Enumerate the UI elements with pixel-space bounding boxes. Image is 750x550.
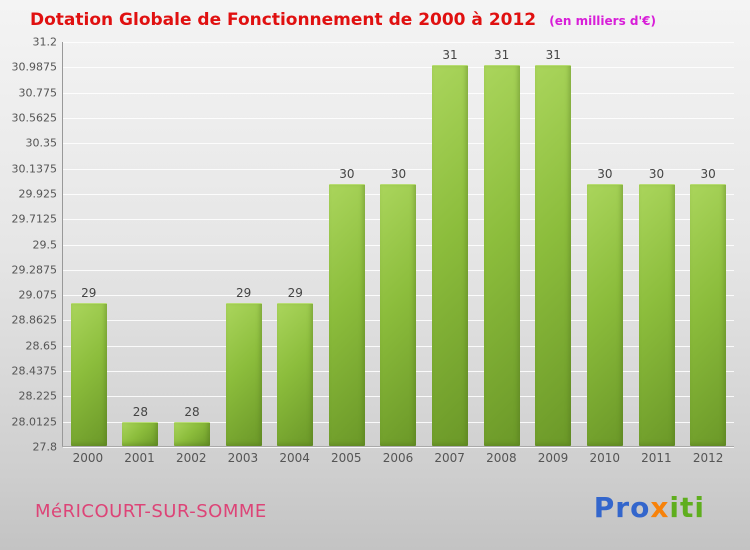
y-axis-tick-label: 29.7125 bbox=[11, 212, 58, 226]
y-axis-tick-label: 29.5 bbox=[32, 238, 58, 251]
x-axis-category-label: 2012 bbox=[692, 451, 724, 465]
footer: MéRICOURT-SUR-SOMME Proxiti bbox=[0, 491, 750, 524]
x-axis-category-label: 2006 bbox=[382, 451, 414, 465]
bar-value-label: 31 bbox=[494, 47, 510, 62]
y-axis-tick-label: 30.775 bbox=[18, 86, 58, 100]
x-axis-category-label: 2002 bbox=[175, 451, 207, 465]
y-axis-tick-label: 30.35 bbox=[25, 136, 58, 150]
bar-value-label: 31 bbox=[442, 47, 458, 62]
gridline bbox=[63, 42, 734, 43]
bar-value-label: 31 bbox=[545, 47, 561, 62]
x-axis-category-label: 2008 bbox=[486, 451, 517, 465]
y-axis-tick-label: 28.225 bbox=[18, 389, 58, 403]
bar bbox=[432, 64, 469, 446]
bar-value-label: 30 bbox=[648, 166, 665, 181]
bars-container: 29 28 28 29 29 30 30 31 31 31 30 30 30 bbox=[63, 42, 734, 446]
y-axis-tick-label: 29.925 bbox=[18, 187, 58, 201]
gridline bbox=[63, 67, 734, 69]
bar-slot: 29 bbox=[269, 42, 321, 446]
bar-value-label: 29 bbox=[81, 286, 97, 301]
bar-slot: 30 bbox=[682, 42, 734, 446]
bar-value-label: 30 bbox=[390, 166, 407, 181]
bar-value-label: 28 bbox=[184, 405, 200, 420]
y-axis-tick-label: 31.2 bbox=[32, 35, 58, 49]
y-axis-tick-label: 30.1375 bbox=[11, 162, 58, 176]
bar bbox=[586, 183, 623, 446]
y-axis-tick-label: 30.9875 bbox=[11, 60, 58, 74]
x-axis-category-label: 2010 bbox=[589, 451, 620, 465]
y-axis-tick-label: 29.2875 bbox=[11, 263, 58, 277]
bar-chart: 31.2 30.9875 30.775 30.5625 30.35 30.1375 29.9… bbox=[0, 36, 750, 465]
bar bbox=[122, 422, 159, 446]
logo-letter-group: Pro bbox=[593, 491, 651, 524]
y-axis-tick-label: 28.0125 bbox=[11, 415, 58, 429]
logo-letter-group: x bbox=[650, 491, 670, 524]
bar bbox=[174, 422, 211, 446]
bar-slot: 30 bbox=[579, 42, 631, 446]
bar-slot: 31 bbox=[527, 42, 579, 446]
bar bbox=[225, 303, 262, 446]
bar-slot: 29 bbox=[63, 42, 115, 446]
bar-value-label: 29 bbox=[287, 286, 303, 301]
bar bbox=[535, 64, 572, 446]
plot-area: 31.2 30.9875 30.775 30.5625 30.35 30.1375 29.9… bbox=[12, 36, 734, 454]
x-axis-category-label: 2000 bbox=[72, 451, 104, 465]
bar bbox=[328, 183, 365, 446]
gridline bbox=[63, 447, 734, 448]
gridline bbox=[63, 117, 734, 119]
bar-slot: 31 bbox=[424, 42, 476, 446]
bar-value-label: 30 bbox=[339, 166, 355, 181]
bar-slot: 31 bbox=[476, 42, 528, 446]
x-axis-category-label: 2007 bbox=[434, 451, 465, 465]
bar-value-label: 30 bbox=[597, 166, 613, 181]
bar bbox=[690, 183, 727, 446]
x-axis-category-label: 2009 bbox=[537, 451, 569, 465]
x-axis-category-label: 2011 bbox=[641, 451, 672, 465]
x-axis: 2000 2001 2002 2003 2004 2005 2006 2007 2008 2009… bbox=[62, 451, 734, 465]
city-name-label: MéRICOURT-SUR-SOMME bbox=[35, 501, 267, 522]
chart-header: Dotation Globale de Fonctionnement de 20… bbox=[0, 0, 750, 30]
chart-subtitle: (en milliers d'€) bbox=[549, 14, 657, 28]
bar-slot: 30 bbox=[373, 42, 425, 446]
proxiti-logo: Proxiti bbox=[594, 491, 705, 524]
logo-letter-group: iti bbox=[669, 491, 705, 524]
y-axis-tick-label: 27.8 bbox=[32, 440, 58, 454]
gridline bbox=[63, 168, 734, 170]
gridline bbox=[63, 143, 734, 145]
x-axis-category-label: 2003 bbox=[227, 451, 259, 465]
bar bbox=[483, 64, 520, 446]
y-axis-tick-label: 28.8625 bbox=[11, 313, 58, 327]
bar-slot: 30 bbox=[321, 42, 373, 446]
bar-value-label: 28 bbox=[132, 405, 149, 420]
bar-value-label: 30 bbox=[700, 166, 716, 181]
y-axis: 31.2 30.9875 30.775 30.5625 30.35 30.1375 29.9… bbox=[1, 36, 58, 454]
x-axis-category-label: 2004 bbox=[279, 451, 310, 465]
bar bbox=[70, 303, 107, 446]
chart-title: Dotation Globale de Fonctionnement de 20… bbox=[30, 10, 537, 30]
y-axis-tick-label: 28.4375 bbox=[11, 364, 58, 378]
y-axis-tick-label: 28.65 bbox=[25, 339, 58, 353]
gridline bbox=[63, 92, 734, 94]
bar-slot: 28 bbox=[166, 42, 218, 446]
y-axis-tick-label: 30.5625 bbox=[11, 111, 58, 125]
x-axis-category-label: 2001 bbox=[124, 451, 155, 465]
x-axis-category-label: 2005 bbox=[331, 451, 362, 465]
bar bbox=[277, 303, 314, 446]
bar-slot: 28 bbox=[115, 42, 167, 446]
bar bbox=[380, 183, 417, 446]
bar-slot: 30 bbox=[631, 42, 683, 446]
bar bbox=[638, 183, 675, 446]
y-axis-tick-label: 29.075 bbox=[18, 288, 58, 302]
bar-slot: 29 bbox=[218, 42, 270, 446]
bar-value-label: 29 bbox=[235, 286, 252, 301]
